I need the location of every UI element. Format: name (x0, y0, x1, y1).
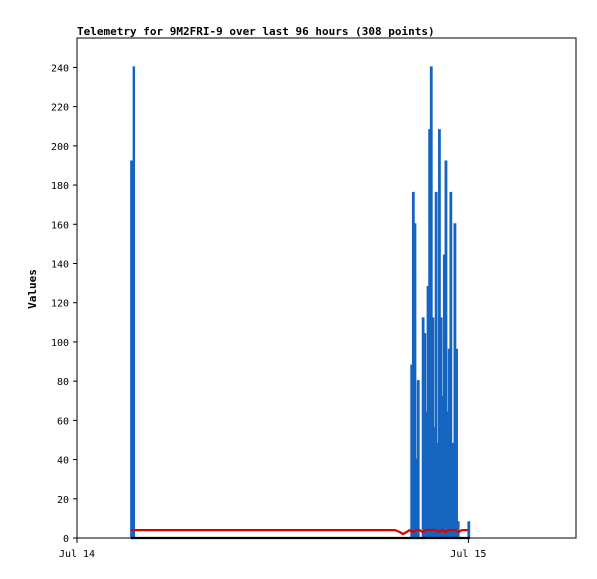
plot-frame (76, 37, 577, 539)
y-axis: 0 20 40 60 80 100 120 140 160 180 200 220 240 (51, 63, 77, 545)
x-tick-label: Jul 15 (450, 549, 486, 560)
y-tick-label: 0 (63, 534, 69, 545)
y-axis-label: Values (26, 269, 39, 309)
y-tick-label: 240 (51, 63, 69, 74)
y-tick-label: 180 (51, 181, 69, 192)
y-tick-label: 140 (51, 259, 69, 270)
series-layer (130, 66, 471, 540)
y-tick-label: 60 (57, 416, 69, 427)
x-tick-label: Jul 14 (59, 549, 95, 560)
y-tick-label: 40 (57, 456, 69, 467)
x-axis: Jul 14 Jul 15 (59, 538, 486, 560)
y-tick-label: 120 (51, 299, 69, 310)
y-tick-label: 160 (51, 220, 69, 231)
chart-title: Telemetry for 9M2FRI-9 over last 96 hour… (77, 25, 435, 38)
y-tick-label: 220 (51, 103, 69, 114)
y-tick-label: 20 (57, 495, 69, 506)
y-tick-label: 80 (57, 377, 69, 388)
y-tick-label: 200 (51, 142, 69, 153)
series-line-0 (130, 66, 471, 539)
y-tick-label: 100 (51, 338, 69, 349)
series-line-1 (130, 528, 469, 536)
